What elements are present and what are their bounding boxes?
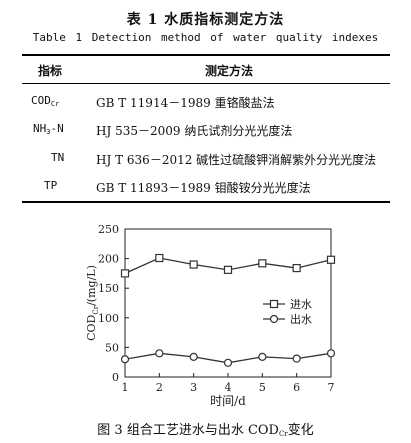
row-index-cod: CODCr bbox=[31, 94, 60, 108]
legend-label: 出水 bbox=[290, 312, 312, 326]
data-point bbox=[120, 355, 130, 364]
table-title-english: Table 1 Detection method of water qualit… bbox=[32, 31, 379, 44]
y-axis-label: CODCr/(mg/L) bbox=[85, 265, 100, 341]
data-point bbox=[258, 259, 267, 268]
legend-label: 进水 bbox=[290, 298, 312, 311]
row-method-cod: GB T 11914－1989 重铬酸盐法 bbox=[96, 96, 275, 110]
data-point bbox=[223, 358, 233, 367]
y-tick-label: 250 bbox=[98, 223, 119, 236]
y-tick-label: 150 bbox=[98, 282, 119, 295]
figure-caption: 图 3 组合工艺进水与出水 CODCr变化 bbox=[97, 423, 314, 438]
data-point bbox=[326, 255, 336, 264]
x-tick-label: 6 bbox=[293, 381, 300, 394]
row-index-tp: TP bbox=[44, 179, 58, 192]
x-axis-label: 时间/d bbox=[210, 394, 246, 408]
row-method-tp: GB T 11893－1989 钼酸铵分光光度法 bbox=[96, 181, 311, 195]
data-point bbox=[155, 253, 164, 263]
x-tick-label: 2 bbox=[156, 381, 163, 394]
y-tick-label: 0 bbox=[112, 371, 119, 384]
data-point bbox=[155, 349, 164, 358]
table-bottom-rule bbox=[22, 201, 390, 203]
x-tick-label: 7 bbox=[328, 381, 335, 394]
y-tick-label: 100 bbox=[98, 312, 119, 325]
legend-marker bbox=[269, 299, 279, 309]
data-point bbox=[120, 269, 130, 278]
data-point bbox=[258, 352, 267, 361]
x-tick-label: 4 bbox=[225, 381, 232, 394]
table-top-rule bbox=[22, 54, 390, 56]
line-chart: 0 50 100 150 200 250 1 2 3 4 5 6 7 时间/d CODCr/(mg/L) 进水… bbox=[85, 223, 336, 408]
row-method-tn: HJ T 636－2012 碱性过硫酸钾消解紫外分光光度法 bbox=[96, 153, 377, 167]
data-point bbox=[189, 352, 198, 361]
x-tick-label: 3 bbox=[190, 381, 197, 394]
table-title: 表 1 水质指标测定方法 bbox=[126, 12, 285, 28]
data-point bbox=[326, 349, 336, 358]
row-index-nh3n: NH3-N bbox=[33, 122, 64, 136]
row-method-nh3n: HJ 535－2009 纳氏试剂分光光度法 bbox=[96, 124, 293, 138]
header-index: 指标 bbox=[38, 64, 63, 78]
x-tick-label: 1 bbox=[122, 381, 129, 394]
table-header-rule bbox=[22, 83, 390, 84]
data-point bbox=[223, 265, 233, 274]
row-index-tn: TN bbox=[51, 151, 65, 164]
header-method: 测定方法 bbox=[205, 64, 254, 78]
data-point bbox=[292, 263, 301, 273]
x-tick-label: 5 bbox=[259, 381, 266, 394]
y-tick-label: 50 bbox=[105, 341, 119, 354]
legend-marker bbox=[269, 314, 279, 324]
data-point bbox=[292, 354, 301, 363]
y-tick-label: 200 bbox=[98, 253, 119, 266]
data-point bbox=[189, 260, 198, 269]
